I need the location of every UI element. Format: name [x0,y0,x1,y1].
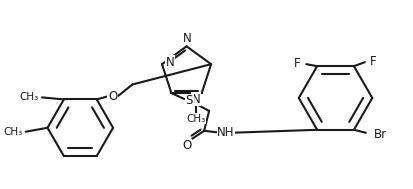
Text: F: F [369,55,375,68]
Text: N: N [183,32,192,45]
Text: CH₃: CH₃ [186,114,205,124]
Text: N: N [165,56,174,69]
Text: Br: Br [373,128,386,141]
Text: CH₃: CH₃ [3,127,23,137]
Text: O: O [182,139,192,152]
Text: N: N [191,92,199,105]
Text: O: O [108,90,117,103]
Text: CH₃: CH₃ [20,92,39,102]
Text: F: F [293,57,299,70]
Text: NH: NH [217,126,234,139]
Text: S: S [185,94,192,108]
